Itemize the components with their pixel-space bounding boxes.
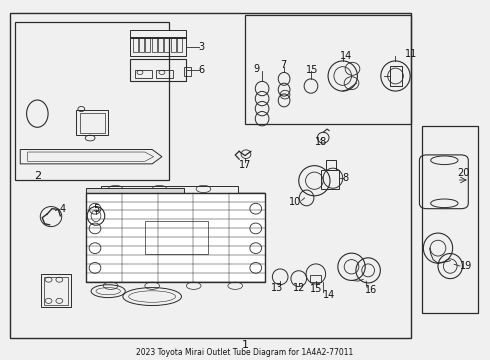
Bar [76, 110, 108, 135]
Bar [184, 67, 191, 76]
Bar [135, 70, 152, 78]
Text: 9: 9 [254, 64, 260, 74]
Bar [321, 170, 339, 189]
Bar [158, 39, 163, 51]
Text: 7: 7 [280, 60, 286, 70]
Bar [139, 39, 144, 51]
Text: 16: 16 [365, 285, 377, 296]
Text: 3: 3 [198, 42, 205, 52]
Bar [41, 274, 71, 307]
Bar [10, 13, 411, 338]
Bar [146, 39, 150, 51]
Bar [152, 39, 157, 51]
Bar [145, 221, 208, 253]
Bar [133, 39, 138, 51]
Text: 19: 19 [460, 261, 472, 271]
Bar [311, 275, 321, 282]
Text: 17: 17 [239, 160, 251, 170]
Bar [177, 39, 182, 51]
Text: 10: 10 [289, 197, 301, 207]
Bar [156, 70, 173, 78]
Text: 2: 2 [34, 171, 41, 181]
Bar [130, 59, 186, 81]
Bar [245, 15, 411, 125]
Bar [15, 22, 169, 180]
Bar [86, 188, 184, 193]
Bar [326, 159, 336, 170]
Bar [390, 66, 402, 86]
Text: 15: 15 [306, 64, 318, 75]
Text: 13: 13 [270, 283, 283, 293]
Text: 14: 14 [323, 290, 336, 300]
Bar [164, 39, 169, 51]
Text: 14: 14 [340, 51, 352, 61]
Text: 20: 20 [458, 168, 470, 178]
Text: 8: 8 [343, 173, 349, 183]
Text: 15: 15 [310, 284, 322, 294]
Text: 5: 5 [93, 204, 99, 214]
Text: 4: 4 [59, 204, 66, 215]
Bar [130, 37, 186, 56]
Bar [101, 186, 238, 193]
Text: 12: 12 [293, 283, 305, 293]
Bar [86, 193, 265, 282]
Text: 1: 1 [242, 340, 248, 350]
Bar [130, 31, 186, 39]
Bar [422, 126, 478, 313]
Text: 11: 11 [405, 49, 417, 59]
Text: 2023 Toyota Mirai Outlet Tube Diagram for 1A4A2-77011: 2023 Toyota Mirai Outlet Tube Diagram fo… [136, 348, 354, 357]
Text: 6: 6 [198, 64, 205, 75]
Bar [171, 39, 175, 51]
Bar [80, 113, 105, 133]
Text: 18: 18 [315, 138, 327, 147]
Bar [44, 277, 68, 305]
